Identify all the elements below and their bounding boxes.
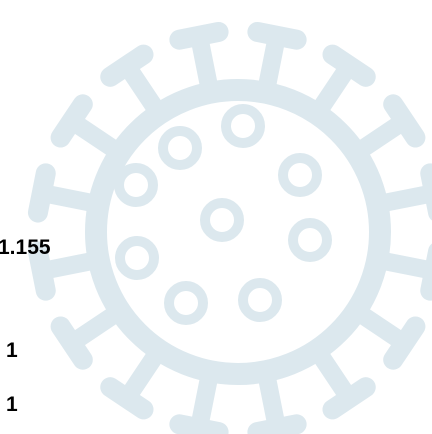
screen: 1.155 1 1	[0, 0, 432, 434]
stat-value: 1.155	[0, 237, 51, 258]
inner-ring	[293, 223, 327, 257]
inner-ring	[120, 241, 154, 275]
spike-cap	[179, 424, 218, 432]
stat-value: 1	[6, 394, 18, 415]
inner-ring	[226, 109, 260, 143]
inner-ring	[119, 168, 153, 202]
inner-ring	[205, 203, 239, 237]
stat-value: 1	[6, 340, 18, 361]
virus-shape	[38, 32, 432, 432]
spike-cap	[257, 424, 296, 432]
inner-ring	[169, 286, 203, 320]
inner-ring	[163, 131, 197, 165]
virus-icon	[0, 0, 432, 434]
virus-inner-rings	[119, 109, 327, 320]
inner-ring	[283, 158, 317, 192]
spike-cap	[179, 32, 218, 40]
spike-cap	[257, 32, 296, 40]
inner-ring	[243, 283, 277, 317]
spike-cap	[38, 173, 46, 212]
